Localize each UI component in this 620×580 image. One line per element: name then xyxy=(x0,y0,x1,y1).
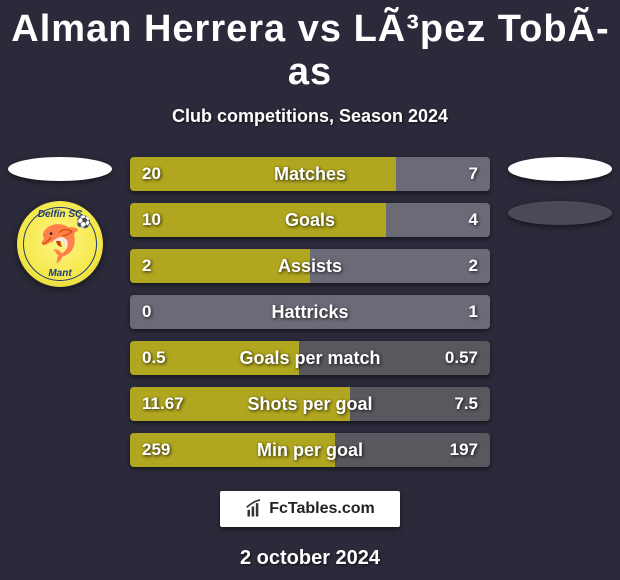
stat-label: Hattricks xyxy=(130,295,490,329)
stat-row: 01Hattricks xyxy=(130,295,490,329)
stat-label: Goals per match xyxy=(130,341,490,375)
page-title: Alman Herrera vs LÃ³pez TobÃ­as xyxy=(0,0,620,94)
comparison-area: Delfín SC 🐬 ⚽ Mant 207Matches 104Goals 22A… xyxy=(0,157,620,467)
left-player-column: Delfín SC 🐬 ⚽ Mant xyxy=(5,157,115,287)
right-player-column xyxy=(505,157,615,225)
club-badge-left: Delfín SC 🐬 ⚽ Mant xyxy=(17,201,103,287)
soccer-ball-icon: ⚽ xyxy=(76,215,91,229)
branding-text: FcTables.com xyxy=(269,500,375,518)
page-subtitle: Club competitions, Season 2024 xyxy=(0,106,620,127)
stat-row: 259197Min per goal xyxy=(130,433,490,467)
stats-container: 207Matches 104Goals 22Assists 01Hattricks 0.… xyxy=(130,157,490,467)
stat-label: Assists xyxy=(130,249,490,283)
player-photo-placeholder-right xyxy=(508,157,612,181)
player-photo-placeholder-left xyxy=(8,157,112,181)
stat-label: Goals xyxy=(130,203,490,237)
stat-label: Matches xyxy=(130,157,490,191)
stat-label: Min per goal xyxy=(130,433,490,467)
date-line: 2 october 2024 xyxy=(0,547,620,570)
stat-row: 104Goals xyxy=(130,203,490,237)
stat-row: 0.50.57Goals per match xyxy=(130,341,490,375)
chart-icon xyxy=(245,499,265,519)
branding-badge: FcTables.com xyxy=(220,491,400,527)
badge-bottom-text: Mant xyxy=(48,268,71,279)
stat-row: 207Matches xyxy=(130,157,490,191)
stat-label: Shots per goal xyxy=(130,387,490,421)
dolphin-icon: 🐬 xyxy=(38,223,83,265)
stat-row: 22Assists xyxy=(130,249,490,283)
stat-row: 11.677.5Shots per goal xyxy=(130,387,490,421)
club-badge-placeholder-right xyxy=(508,201,612,225)
